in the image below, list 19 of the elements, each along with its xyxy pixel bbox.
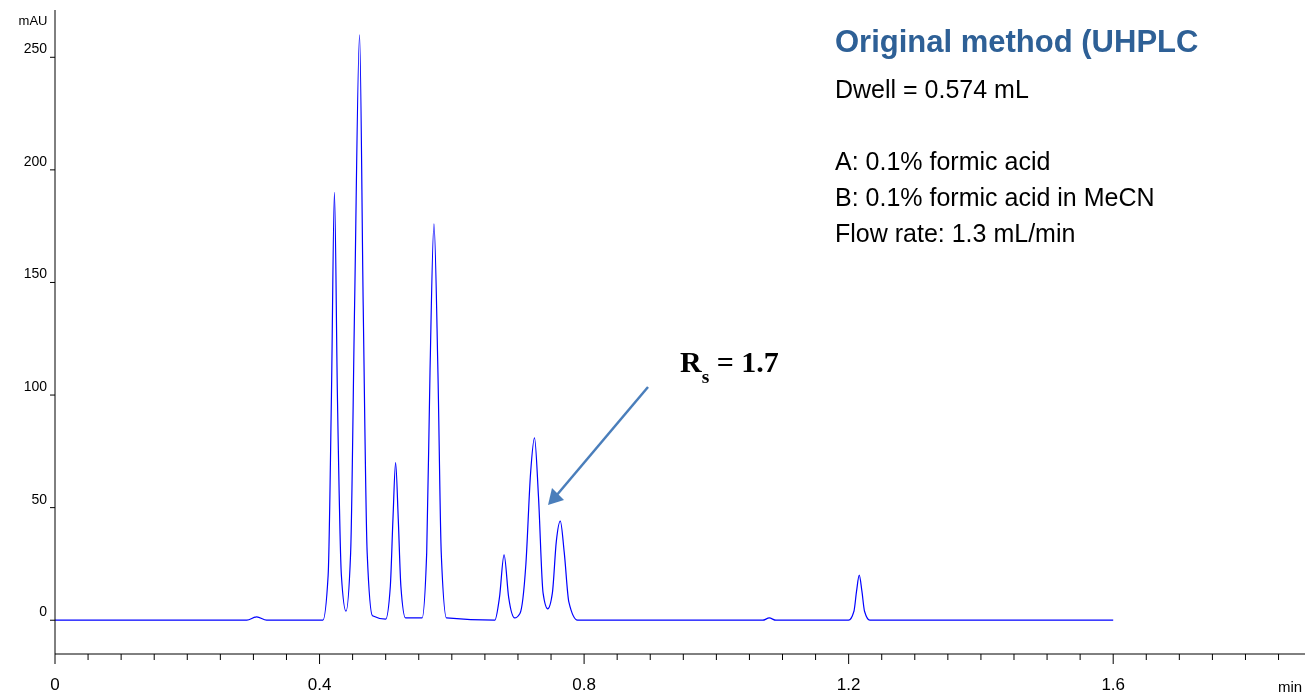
- x-tick-label: 0.8: [572, 675, 596, 694]
- x-tick-label: 0.4: [307, 675, 332, 694]
- y-tick-label: 150: [23, 265, 48, 282]
- y-tick-label: 0: [39, 603, 48, 620]
- annotation: Dwell = 0.574 mL: [835, 75, 1029, 103]
- y-tick-label: 100: [23, 378, 48, 395]
- y-tick-label: 50: [31, 490, 48, 507]
- x-tick-label: 1.6: [1101, 675, 1126, 694]
- x-tick-label: 0: [50, 675, 60, 694]
- y-axis-title: mAU: [18, 13, 48, 28]
- text: Original method (UHPLC: [835, 24, 1199, 59]
- annotation: B: 0.1% formic acid in MeCN: [835, 183, 1155, 211]
- annotation: Flow rate: 1.3 mL/min: [835, 219, 1076, 247]
- annotation: A: 0.1% formic acid: [835, 147, 1051, 175]
- y-tick-label: 200: [23, 152, 48, 169]
- y-tick-label: 250: [23, 40, 48, 57]
- x-axis-title: min: [1277, 678, 1303, 695]
- annotation: R$_{s}$ = 1.7: [680, 345, 779, 387]
- x-tick-label: 1.2: [836, 675, 861, 694]
